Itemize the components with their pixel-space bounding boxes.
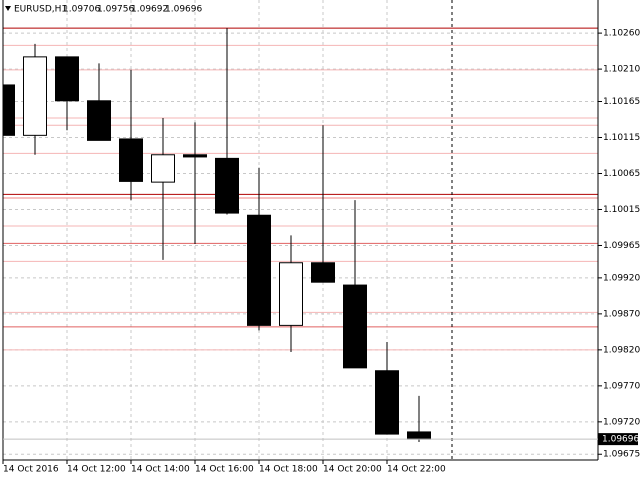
y-tick-label: 1.10210	[603, 65, 640, 75]
x-tick-label: 14 Oct 12:00	[67, 465, 126, 475]
candle-body	[279, 262, 303, 326]
grid-layer	[3, 0, 598, 460]
candle-layer	[3, 28, 431, 443]
y-tick-label: 1.10115	[603, 133, 640, 143]
y-tick-label: 1.10165	[603, 97, 640, 107]
candle-body	[247, 214, 271, 326]
candle-body	[183, 154, 207, 158]
candle-body	[3, 84, 15, 136]
y-tick-label: 1.09920	[603, 273, 640, 283]
x-tick-label: 14 Oct 20:00	[323, 465, 382, 475]
chart-title: EURUSD,H1	[14, 5, 67, 15]
candle-body	[215, 157, 239, 214]
candle-body	[87, 100, 111, 141]
header-low: 1.09692	[131, 5, 168, 15]
candle-body	[375, 370, 399, 435]
header-high: 1.09756	[97, 5, 134, 15]
menu-triangle[interactable]	[5, 6, 11, 11]
candle-body	[407, 431, 431, 440]
y-tick-label: 1.09870	[603, 309, 640, 319]
x-tick-label: 14 Oct 14:00	[131, 465, 190, 475]
candle-body	[119, 138, 143, 182]
x-tick-label: 14 Oct 2016	[3, 465, 59, 475]
header-open: 1.09706	[63, 5, 100, 15]
candle-body	[343, 284, 367, 369]
current-price-box	[598, 433, 638, 446]
candle-body	[23, 56, 47, 136]
header-close: 1.09696	[165, 5, 202, 15]
candle-body	[55, 56, 79, 102]
x-tick-label: 14 Oct 22:00	[387, 465, 446, 475]
x-tick-label: 14 Oct 16:00	[195, 465, 254, 475]
current-price-label: 1.09696	[602, 435, 639, 445]
y-tick-label: 1.09820	[603, 345, 640, 355]
y-tick-label: 1.09770	[603, 381, 640, 391]
y-tick-label: 1.10015	[603, 205, 640, 215]
y-tick-label: 1.10260	[603, 29, 640, 39]
y-tick-label: 1.10065	[603, 169, 640, 179]
y-tick-label: 1.09965	[603, 241, 640, 251]
y-tick-label: 1.09675	[603, 450, 640, 460]
x-tick-label: 14 Oct 18:00	[259, 465, 318, 475]
y-tick-label: 1.09720	[603, 417, 640, 427]
candle-body	[151, 154, 175, 183]
candle-body	[311, 262, 335, 283]
